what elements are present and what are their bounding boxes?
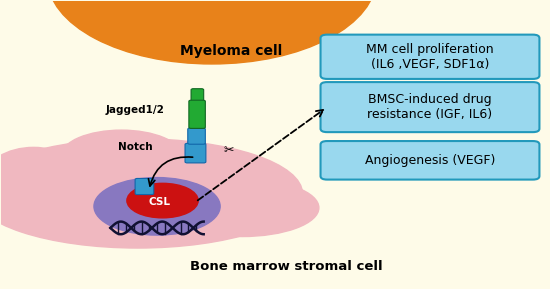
Ellipse shape bbox=[94, 177, 220, 235]
FancyArrowPatch shape bbox=[148, 157, 192, 186]
FancyBboxPatch shape bbox=[185, 143, 206, 163]
FancyBboxPatch shape bbox=[188, 128, 205, 144]
Text: Notch: Notch bbox=[118, 142, 152, 152]
FancyBboxPatch shape bbox=[189, 100, 205, 128]
Text: Jagged1/2: Jagged1/2 bbox=[106, 105, 164, 115]
FancyBboxPatch shape bbox=[321, 141, 540, 179]
Ellipse shape bbox=[61, 130, 182, 182]
FancyBboxPatch shape bbox=[321, 35, 540, 79]
FancyBboxPatch shape bbox=[191, 89, 204, 102]
Text: ✂: ✂ bbox=[223, 144, 234, 157]
Text: BMSC-induced drug
resistance (IGF, IL6): BMSC-induced drug resistance (IGF, IL6) bbox=[367, 93, 493, 121]
Text: CSL: CSL bbox=[149, 197, 171, 207]
Ellipse shape bbox=[0, 139, 302, 248]
Text: Bone marrow stromal cell: Bone marrow stromal cell bbox=[190, 260, 382, 273]
Ellipse shape bbox=[127, 183, 198, 218]
FancyBboxPatch shape bbox=[135, 178, 154, 194]
Circle shape bbox=[47, 0, 377, 64]
FancyBboxPatch shape bbox=[321, 82, 540, 132]
Ellipse shape bbox=[0, 147, 83, 211]
Text: Angiogenesis (VEGF): Angiogenesis (VEGF) bbox=[365, 154, 495, 167]
Text: MM cell proliferation
(IL6 ,VEGF, SDF1α): MM cell proliferation (IL6 ,VEGF, SDF1α) bbox=[366, 43, 494, 71]
Ellipse shape bbox=[166, 179, 319, 236]
Text: Myeloma cell: Myeloma cell bbox=[180, 44, 282, 58]
